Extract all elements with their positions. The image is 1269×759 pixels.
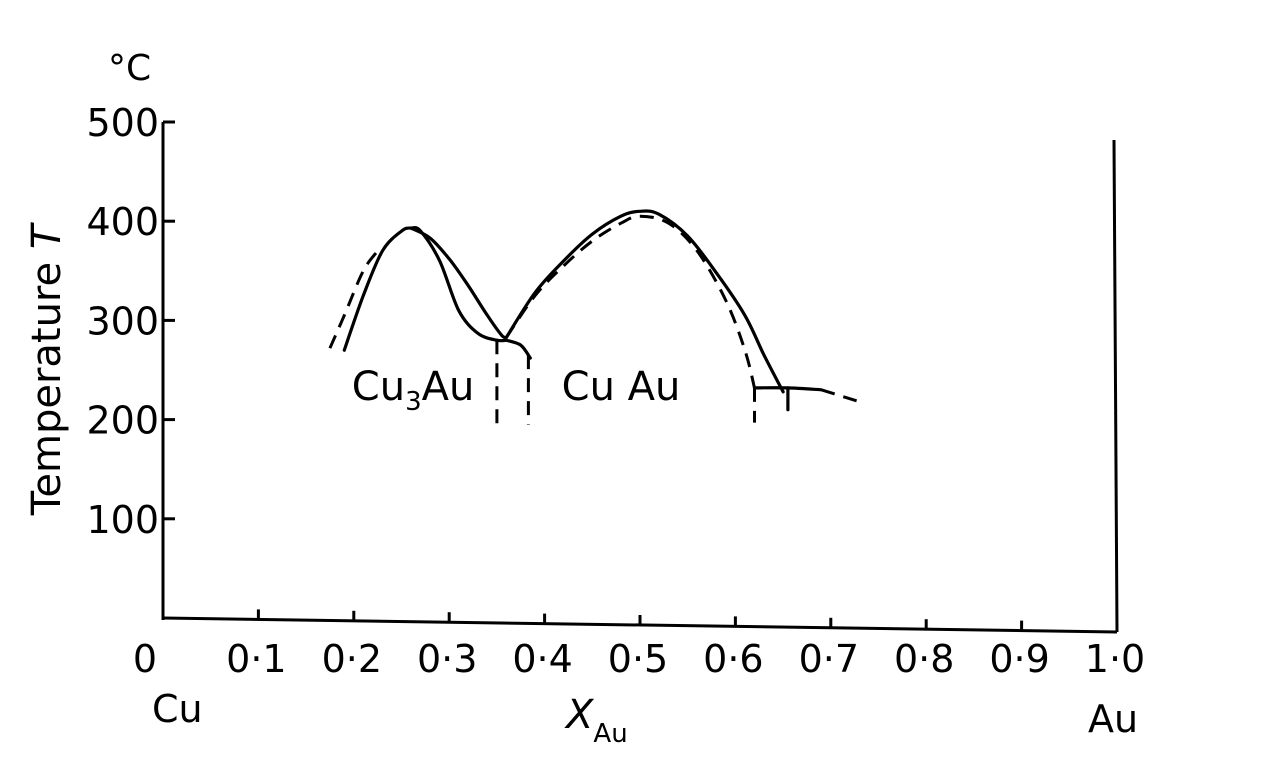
curve-3-solid	[504, 338, 532, 360]
y-tick-label-200: 200	[86, 399, 159, 443]
x-tick-label-0: 0	[133, 637, 157, 681]
y-tick-label-100: 100	[86, 498, 159, 542]
y-tick-label-300: 300	[86, 299, 159, 343]
y-axis-title-var: T	[24, 221, 70, 249]
region-label-0-rest: Au	[422, 364, 475, 410]
region-label-0-main: Cu	[352, 364, 405, 410]
x-tick-label-1: 0·1	[226, 637, 286, 681]
curve-1-solid	[409, 226, 508, 340]
x-tick-label-10: 1·0	[1085, 637, 1145, 681]
region-label-0: Cu3Au	[352, 364, 475, 417]
x-tick-label-2: 0·2	[322, 637, 382, 681]
x-axis-title: XAu	[564, 692, 628, 749]
x-tick-label-5: 0·5	[608, 637, 668, 681]
region-label-0-sub: 3	[405, 387, 422, 417]
unit-label: °C	[108, 48, 151, 89]
x-tick-label-4: 0·4	[512, 637, 572, 681]
region-labels: Cu3Au Cu Au	[352, 364, 681, 417]
x-tick-label-6: 0·6	[703, 637, 763, 681]
y-axis-title-main: Temperature	[24, 249, 70, 516]
corner-label-au: Au	[1088, 697, 1138, 741]
x-tick-label-9: 0·9	[989, 637, 1049, 681]
curve-10-dashed	[820, 388, 860, 404]
x-tick-label-8: 0·8	[894, 637, 954, 681]
y-axis-title: Temperature T	[24, 221, 70, 516]
y-tick-label-400: 400	[86, 200, 159, 244]
curve-5-dashed	[505, 214, 756, 389]
tick-marks	[163, 120, 1024, 631]
tick-labels: 100 200 300 400 500 0 0·1 0·2 0·3 0·4 0·5 0·6 0·7 0·8…	[86, 101, 1145, 681]
x-tick-label-3: 0·3	[417, 637, 477, 681]
x-axis-title-main: X	[564, 692, 595, 738]
curve-4-dashed	[328, 250, 379, 349]
curve-2-solid	[504, 209, 785, 394]
region-label-1: Cu Au	[562, 364, 681, 410]
curve-0-solid	[342, 225, 508, 352]
right-axis-line	[1112, 139, 1119, 633]
y-tick-label-500: 500	[86, 101, 159, 145]
phase-boundary-curves	[328, 209, 860, 425]
svg-text:Temperature T: Temperature T	[24, 221, 70, 516]
x-tick-label-7: 0·7	[799, 637, 859, 681]
region-label-1-main: Cu Au	[562, 364, 681, 410]
x-axis-title-sub: Au	[593, 719, 627, 749]
corner-label-cu: Cu	[152, 687, 203, 731]
